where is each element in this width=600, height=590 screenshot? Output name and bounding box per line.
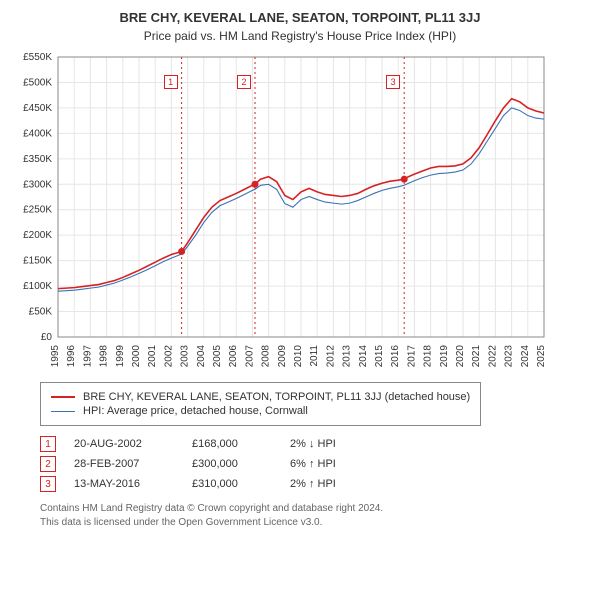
- svg-text:2000: 2000: [131, 345, 142, 368]
- sale-event-date: 13-MAY-2016: [74, 478, 174, 490]
- legend: BRE CHY, KEVERAL LANE, SEATON, TORPOINT,…: [40, 382, 481, 426]
- svg-text:£350K: £350K: [23, 154, 52, 165]
- sale-event-marker: 3: [40, 476, 56, 492]
- svg-text:2013: 2013: [342, 345, 353, 368]
- svg-text:2016: 2016: [390, 345, 401, 368]
- svg-text:2014: 2014: [358, 345, 369, 368]
- sale-event-hpi: 2% ↑ HPI: [290, 478, 336, 490]
- svg-text:£150K: £150K: [23, 256, 52, 267]
- svg-text:2010: 2010: [293, 345, 304, 368]
- sale-event-hpi: 2% ↓ HPI: [290, 438, 336, 450]
- chart-title-1: BRE CHY, KEVERAL LANE, SEATON, TORPOINT,…: [10, 10, 590, 25]
- svg-text:2020: 2020: [455, 345, 466, 368]
- sale-event-price: £310,000: [192, 478, 272, 490]
- sale-event-row: 1 20-AUG-2002 £168,000 2% ↓ HPI: [40, 436, 590, 452]
- svg-text:£400K: £400K: [23, 128, 52, 139]
- svg-text:2025: 2025: [536, 345, 547, 368]
- sale-event-row: 2 28-FEB-2007 £300,000 6% ↑ HPI: [40, 456, 590, 472]
- attribution-footer: Contains HM Land Registry data © Crown c…: [40, 502, 590, 530]
- svg-text:2004: 2004: [196, 345, 207, 368]
- sale-event-date: 28-FEB-2007: [74, 458, 174, 470]
- svg-text:£0: £0: [41, 332, 53, 343]
- svg-text:2015: 2015: [374, 345, 385, 368]
- svg-text:2023: 2023: [504, 345, 515, 368]
- sale-event-hpi: 6% ↑ HPI: [290, 458, 336, 470]
- svg-text:£300K: £300K: [23, 179, 52, 190]
- svg-text:£250K: £250K: [23, 205, 52, 216]
- sale-event-price: £168,000: [192, 438, 272, 450]
- legend-item: BRE CHY, KEVERAL LANE, SEATON, TORPOINT,…: [51, 391, 470, 403]
- legend-swatch: [51, 411, 75, 412]
- footer-line-1: Contains HM Land Registry data © Crown c…: [40, 502, 590, 516]
- svg-text:1998: 1998: [99, 345, 110, 368]
- svg-text:2022: 2022: [487, 345, 498, 368]
- svg-text:£500K: £500K: [23, 77, 52, 88]
- svg-text:2021: 2021: [471, 345, 482, 368]
- svg-text:1996: 1996: [66, 345, 77, 368]
- svg-text:2008: 2008: [261, 345, 272, 368]
- svg-text:2024: 2024: [520, 345, 531, 368]
- svg-text:2019: 2019: [439, 345, 450, 368]
- svg-text:2018: 2018: [423, 345, 434, 368]
- svg-text:2006: 2006: [228, 345, 239, 368]
- footer-line-2: This data is licensed under the Open Gov…: [40, 516, 590, 530]
- chart-title-block: BRE CHY, KEVERAL LANE, SEATON, TORPOINT,…: [10, 10, 590, 43]
- chart-title-2: Price paid vs. HM Land Registry's House …: [10, 29, 590, 43]
- svg-text:£550K: £550K: [23, 52, 52, 63]
- legend-swatch: [51, 396, 75, 398]
- svg-text:1995: 1995: [50, 345, 61, 368]
- sale-event-row: 3 13-MAY-2016 £310,000 2% ↑ HPI: [40, 476, 590, 492]
- svg-text:2011: 2011: [309, 345, 320, 367]
- svg-text:2005: 2005: [212, 345, 223, 368]
- svg-text:2009: 2009: [277, 345, 288, 368]
- svg-text:2007: 2007: [244, 345, 255, 368]
- svg-text:2012: 2012: [325, 345, 336, 368]
- legend-label: BRE CHY, KEVERAL LANE, SEATON, TORPOINT,…: [83, 391, 470, 403]
- sale-event-price: £300,000: [192, 458, 272, 470]
- svg-text:£450K: £450K: [23, 103, 52, 114]
- svg-text:2001: 2001: [147, 345, 158, 368]
- sale-event-marker: 2: [40, 456, 56, 472]
- legend-label: HPI: Average price, detached house, Corn…: [83, 405, 308, 417]
- line-chart: £0 £50K £100K £150K £200K £250K £300K £350K £400…: [10, 51, 550, 371]
- svg-text:1997: 1997: [82, 345, 93, 368]
- svg-text:2003: 2003: [180, 345, 191, 368]
- svg-text:£200K: £200K: [23, 230, 52, 241]
- legend-item: HPI: Average price, detached house, Corn…: [51, 405, 470, 417]
- svg-text:£50K: £50K: [29, 307, 53, 318]
- svg-text:£100K: £100K: [23, 281, 52, 292]
- sale-event-marker: 1: [40, 436, 56, 452]
- chart-container: £0 £50K £100K £150K £200K £250K £300K £350K £400…: [10, 51, 590, 374]
- svg-text:2002: 2002: [163, 345, 174, 368]
- svg-text:1999: 1999: [115, 345, 126, 368]
- svg-text:2017: 2017: [406, 345, 417, 368]
- sale-event-date: 20-AUG-2002: [74, 438, 174, 450]
- sale-events-list: 1 20-AUG-2002 £168,000 2% ↓ HPI 2 28-FEB-2007…: [10, 436, 590, 492]
